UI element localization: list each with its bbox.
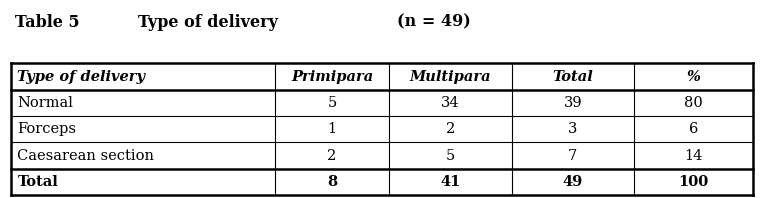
Text: Table 5: Table 5 [15,14,80,31]
Text: 49: 49 [563,175,583,189]
Text: Primipara: Primipara [291,69,373,84]
Text: Normal: Normal [18,96,73,110]
Text: 5: 5 [327,96,337,110]
Text: (n = 49): (n = 49) [397,14,471,31]
Text: Forceps: Forceps [18,122,76,136]
Text: Total: Total [18,175,58,189]
Text: 3: 3 [568,122,578,136]
Text: 2: 2 [327,148,337,163]
Text: 14: 14 [684,148,702,163]
Text: 80: 80 [684,96,703,110]
Text: Type of delivery: Type of delivery [18,69,145,84]
Text: 34: 34 [442,96,460,110]
Text: %: % [686,69,700,84]
Text: 2: 2 [446,122,455,136]
Text: Caesarean section: Caesarean section [18,148,154,163]
Text: Type of delivery: Type of delivery [138,14,277,31]
Text: Multipara: Multipara [410,69,491,84]
Text: 8: 8 [327,175,337,189]
Text: 41: 41 [440,175,461,189]
Text: Total: Total [552,69,593,84]
Text: 5: 5 [446,148,455,163]
Text: 6: 6 [688,122,698,136]
Text: 39: 39 [564,96,582,110]
Text: 7: 7 [568,148,578,163]
Text: 1: 1 [328,122,336,136]
Text: 100: 100 [678,175,708,189]
